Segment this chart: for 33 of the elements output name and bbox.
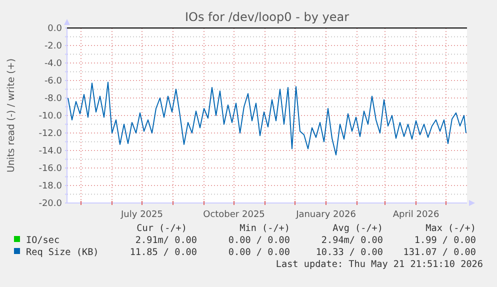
text: Last update: Thu May 21 21:51:10 2026 [276,259,483,270]
line-series [68,82,466,156]
x-tick-label: October 2025 [203,210,265,220]
y-tick-label: -20.0 [38,198,62,209]
text: Max (-/+) [426,223,476,234]
x-tick-label: April 2026 [392,210,440,220]
text: 0.00 / 0.00 [228,235,290,246]
text: Cur (-/+) [136,223,187,234]
y-tick-label: -6.0 [44,76,62,86]
text: Avg (-/+) [332,223,383,234]
text: 1.99 / 0.00 [414,235,476,246]
text: 0.00 / 0.00 [228,247,290,258]
y-tick-label: 0.0 [48,24,62,34]
chart-title: IOs for /dev/loop0 - by year [184,10,350,24]
legend-label: Req Size (KB) [26,247,99,258]
y-tick-label: -2.0 [44,41,62,52]
y-tick-label: -12.0 [38,128,62,139]
text: 2.91m/ 0.00 [135,235,197,246]
y-axis-title: Units read (-) / write (+) [6,58,17,173]
y-tick-label: -16.0 [38,164,62,174]
legend-label: IO/sec [26,235,60,246]
y-tick-label: -14.0 [38,146,62,156]
text: 131.07 / 0.00 [403,247,476,258]
y-tick-label: -4.0 [44,58,62,69]
text: Min (-/+) [240,223,290,234]
x-tick-label: January 2026 [295,210,356,220]
text: 10.33 / 0.00 [316,247,383,258]
x-tick-label: July 2025 [120,210,163,220]
y-tick-label: -8.0 [44,94,62,104]
y-tick-label: -10.0 [38,111,62,122]
y-tick-label: -18.0 [38,181,62,192]
text: 11.85 / 0.00 [130,247,197,258]
text: 2.94m/ 0.00 [321,235,383,246]
